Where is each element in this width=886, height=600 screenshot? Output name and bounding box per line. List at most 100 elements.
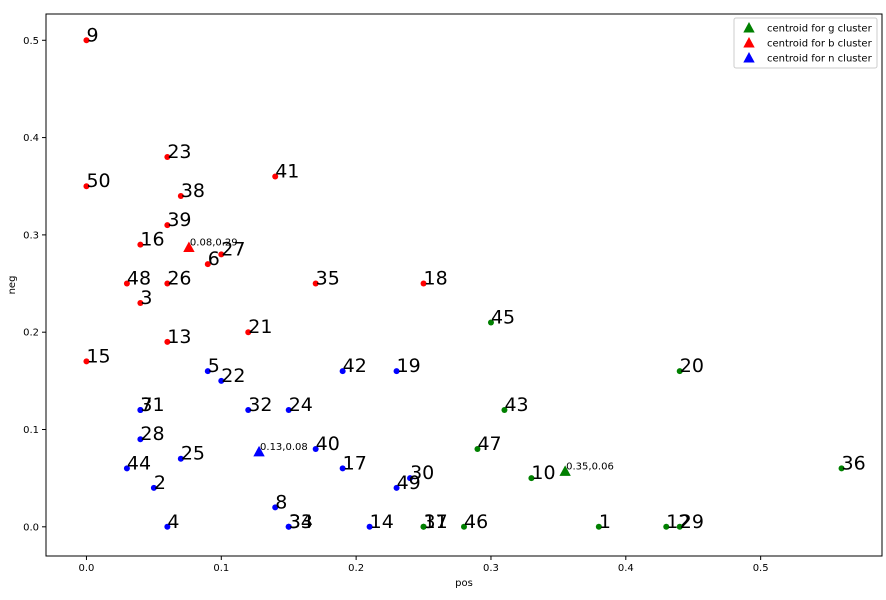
- x-tick-label: 0.0: [78, 563, 94, 574]
- point-label: 26: [167, 268, 191, 290]
- x-axis-ticks: 0.0 0.1 0.2 0.3 0.4 0.5: [78, 556, 769, 574]
- point-label: 8: [275, 491, 287, 513]
- x-tick-label: 0.3: [483, 563, 499, 574]
- data-point: [595, 523, 602, 530]
- data-point: [285, 407, 292, 414]
- point-label: 5: [208, 355, 220, 377]
- data-point: [663, 523, 670, 530]
- point-label: 11: [424, 511, 448, 533]
- data-point: [838, 465, 845, 472]
- legend-marker: [743, 37, 755, 48]
- point-label: 21: [248, 316, 272, 338]
- data-point: [407, 475, 414, 482]
- data-point: [137, 407, 144, 414]
- point-label: 38: [181, 180, 205, 202]
- data-point: [164, 222, 171, 229]
- centroid-label: 0.13,0.08: [260, 442, 308, 453]
- legend-entry: centroid for g cluster: [767, 24, 873, 35]
- data-point: [420, 523, 427, 530]
- y-tick-label: 0.3: [23, 230, 39, 241]
- point-label: 29: [680, 511, 704, 533]
- data-point: [218, 377, 225, 384]
- data-point: [137, 436, 144, 443]
- data-point: [150, 484, 157, 491]
- data-point: [501, 407, 508, 414]
- data-point: [123, 465, 130, 472]
- data-point: [218, 251, 225, 258]
- legend-entry: centroid for n cluster: [767, 54, 873, 65]
- data-point: [164, 523, 171, 530]
- data-point: [137, 300, 144, 307]
- data-point: [487, 319, 494, 326]
- data-point: [285, 523, 292, 530]
- point-label: 24: [289, 394, 313, 416]
- data-point: [676, 523, 683, 530]
- point-label: 23: [167, 141, 191, 163]
- legend-marker: [743, 22, 755, 33]
- data-point: [137, 241, 144, 248]
- data-point: [83, 37, 90, 44]
- centroid-marker: [559, 465, 571, 476]
- data-point: [461, 523, 467, 530]
- data-point: [83, 183, 90, 190]
- point-label: 13: [167, 326, 191, 348]
- point-label: 40: [316, 433, 340, 455]
- x-tick-label: 0.4: [618, 563, 634, 574]
- x-tick-label: 0.5: [753, 563, 769, 574]
- point-label: 30: [410, 462, 434, 484]
- legend-marker: [743, 52, 755, 63]
- point-label: 18: [424, 268, 448, 290]
- data-point: [164, 280, 171, 287]
- data-point: [204, 261, 211, 268]
- legend-entry: centroid for b cluster: [767, 39, 873, 50]
- y-tick-label: 0.1: [23, 425, 39, 436]
- y-axis-ticks: 0.0 0.1 0.2 0.3 0.4 0.5: [23, 36, 46, 533]
- point-label: 22: [221, 365, 245, 387]
- data-point: [339, 465, 346, 472]
- x-axis-label: pos: [455, 578, 473, 589]
- point-label: 7: [140, 394, 152, 416]
- y-tick-label: 0.2: [23, 328, 39, 339]
- point-label: 32: [248, 394, 272, 416]
- point-label: 2: [154, 472, 166, 494]
- centroid-label: 0.35,0.06: [566, 461, 614, 472]
- point-label: 15: [86, 345, 110, 367]
- data-point: [420, 280, 427, 287]
- data-point: [312, 280, 319, 287]
- data-point: [245, 407, 252, 414]
- data-point: [676, 368, 683, 375]
- point-label: 45: [491, 306, 515, 328]
- data-point: [393, 368, 400, 375]
- point-label: 42: [343, 355, 367, 377]
- data-point: [528, 475, 535, 482]
- point-label: 28: [140, 423, 164, 445]
- data-point: [272, 504, 279, 511]
- legend-box: [733, 17, 878, 69]
- legend: centroid for g cluster centroid for b clu…: [733, 17, 878, 69]
- point-label: 17: [343, 452, 367, 474]
- point-label: 14: [370, 511, 394, 533]
- point-label: 44: [127, 452, 151, 474]
- point-label: 43: [504, 394, 528, 416]
- point-label: 37: [424, 511, 448, 533]
- data-point: [177, 455, 184, 462]
- point-label: 48: [127, 268, 151, 290]
- point-label: 36: [842, 452, 866, 474]
- y-tick-label: 0.4: [23, 133, 39, 144]
- data-point: [204, 368, 211, 375]
- y-tick-label: 0.0: [23, 522, 39, 533]
- point-label: 33: [289, 511, 313, 533]
- data-point: [177, 192, 184, 199]
- data-point: [83, 358, 90, 365]
- point-label: 35: [316, 268, 340, 290]
- point-label: 27: [221, 238, 245, 260]
- point-label: 10: [531, 462, 555, 484]
- point-label: 41: [275, 161, 299, 183]
- point-label: 39: [167, 209, 191, 231]
- data-point: [339, 368, 346, 375]
- plot-frame: [45, 13, 883, 557]
- point-label: 49: [397, 472, 421, 494]
- data-point: [272, 173, 279, 180]
- x-tick-label: 0.1: [213, 563, 229, 574]
